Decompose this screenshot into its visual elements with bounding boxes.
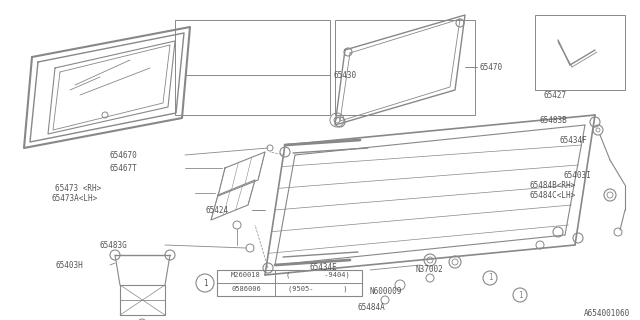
Text: 65484C<LH>: 65484C<LH> bbox=[530, 190, 576, 199]
Text: M260018: M260018 bbox=[231, 272, 261, 278]
Text: 65467T: 65467T bbox=[110, 164, 138, 172]
Text: 65403I: 65403I bbox=[563, 171, 591, 180]
Text: 654670: 654670 bbox=[110, 150, 138, 159]
Text: 65484B<RH>: 65484B<RH> bbox=[530, 180, 576, 189]
Text: 65424: 65424 bbox=[205, 205, 228, 214]
Text: 65484A: 65484A bbox=[358, 303, 386, 313]
Text: (        -9404): ( -9404) bbox=[286, 272, 350, 278]
Text: 65483G: 65483G bbox=[100, 241, 128, 250]
Bar bbox=[217, 270, 362, 296]
Text: 1: 1 bbox=[488, 274, 492, 283]
Text: 0586006: 0586006 bbox=[231, 286, 261, 292]
Text: N37002: N37002 bbox=[415, 266, 443, 275]
Text: 65403H: 65403H bbox=[55, 260, 83, 269]
Text: N600009: N600009 bbox=[370, 287, 403, 297]
Text: 65427: 65427 bbox=[543, 91, 566, 100]
Bar bbox=[335, 20, 475, 115]
Bar bbox=[535, 15, 625, 90]
Bar bbox=[175, 20, 330, 115]
Text: 65470: 65470 bbox=[480, 62, 503, 71]
Text: A654001060: A654001060 bbox=[584, 308, 630, 317]
Text: 65483B: 65483B bbox=[540, 116, 568, 124]
Text: (9505-       ): (9505- ) bbox=[288, 286, 348, 292]
Text: 1: 1 bbox=[203, 278, 207, 287]
Text: 65473 <RH>: 65473 <RH> bbox=[55, 183, 101, 193]
Text: 1: 1 bbox=[518, 291, 522, 300]
Text: 65430: 65430 bbox=[333, 70, 356, 79]
Text: 65434E: 65434E bbox=[310, 263, 338, 273]
Text: 65473A<LH>: 65473A<LH> bbox=[52, 194, 99, 203]
Text: 65434F: 65434F bbox=[560, 135, 588, 145]
